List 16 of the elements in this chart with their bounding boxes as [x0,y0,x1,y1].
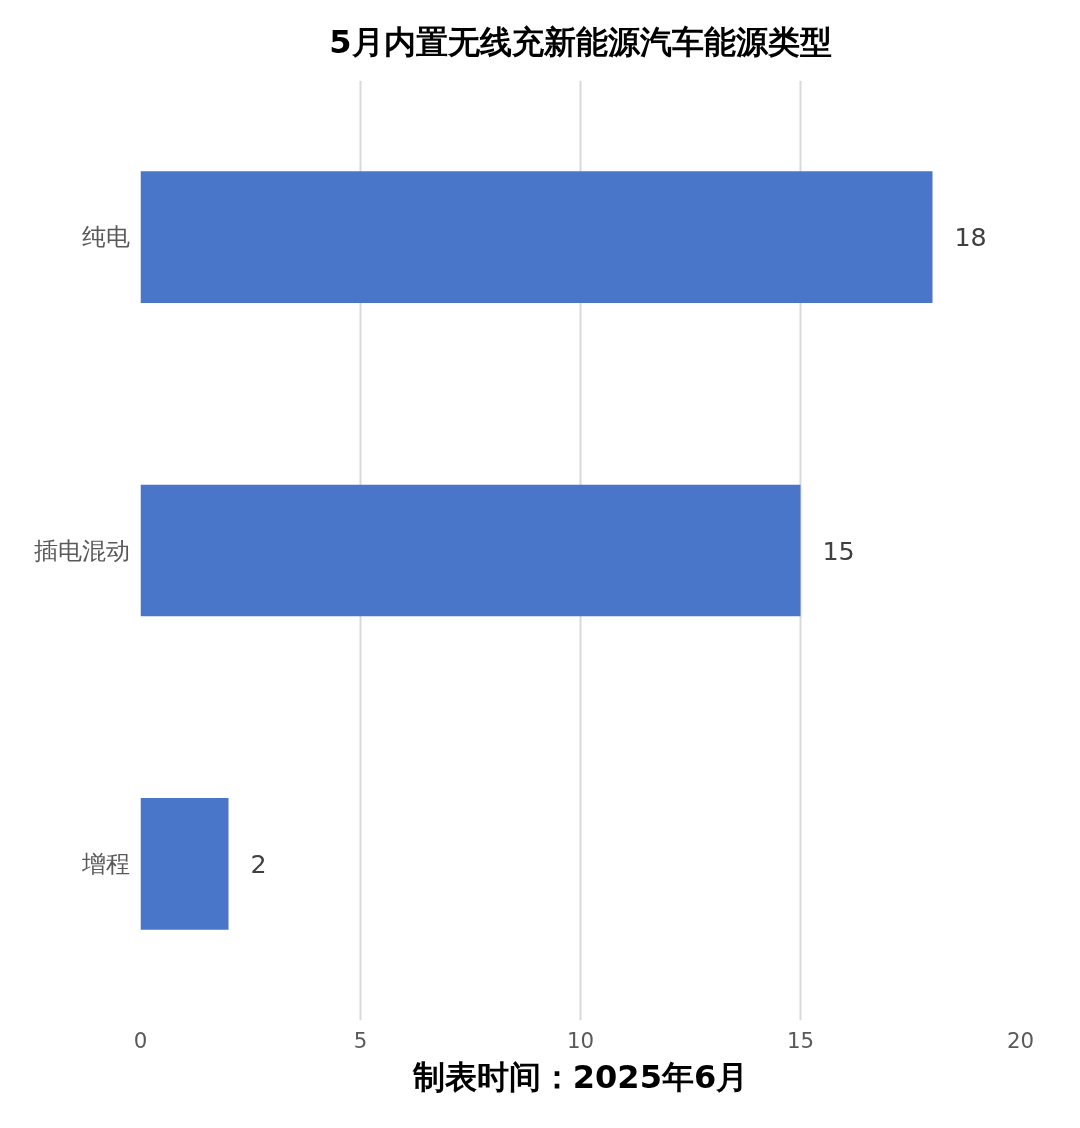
bar [140,171,933,303]
bar [140,484,801,617]
x-tick-label: 0 [133,1027,148,1053]
text: 制表时间：2025年6月 [411,1057,749,1096]
data-label: 18 [954,222,987,253]
chart-title: 5月内置无线充新能源汽车能源类型 [329,22,832,61]
x-tick-label: 5 [353,1027,368,1053]
y-tick-label: 增程 [80,849,130,878]
data-label: 15 [822,535,855,566]
bar [140,798,229,930]
y-tick-label: 插电混动 [33,536,130,565]
data-label: 2 [250,848,267,879]
x-tick-label: 10 [566,1027,595,1053]
x-tick-label: 15 [786,1027,815,1053]
y-tick-label: 纯电 [81,223,130,252]
x-tick-label: 20 [1006,1027,1035,1053]
